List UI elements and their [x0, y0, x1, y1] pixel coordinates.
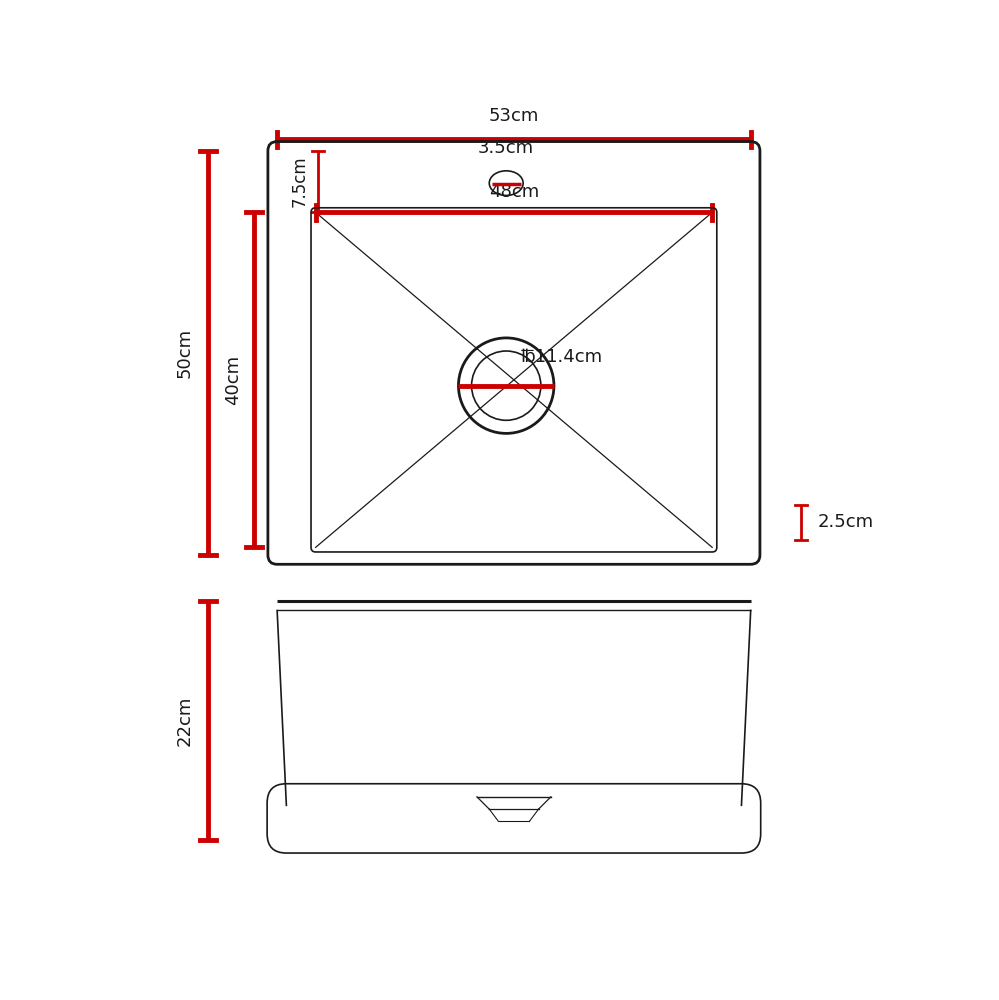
- Text: 3.5cm: 3.5cm: [479, 139, 534, 157]
- Text: 7.5cm: 7.5cm: [291, 156, 309, 207]
- Text: 50cm: 50cm: [176, 328, 194, 378]
- Text: 48cm: 48cm: [489, 183, 539, 201]
- Text: ℔11.4cm: ℔11.4cm: [520, 348, 602, 366]
- Text: 40cm: 40cm: [225, 355, 243, 405]
- Text: 53cm: 53cm: [489, 107, 539, 125]
- Text: 22cm: 22cm: [176, 695, 194, 746]
- Text: 2.5cm: 2.5cm: [817, 513, 874, 531]
